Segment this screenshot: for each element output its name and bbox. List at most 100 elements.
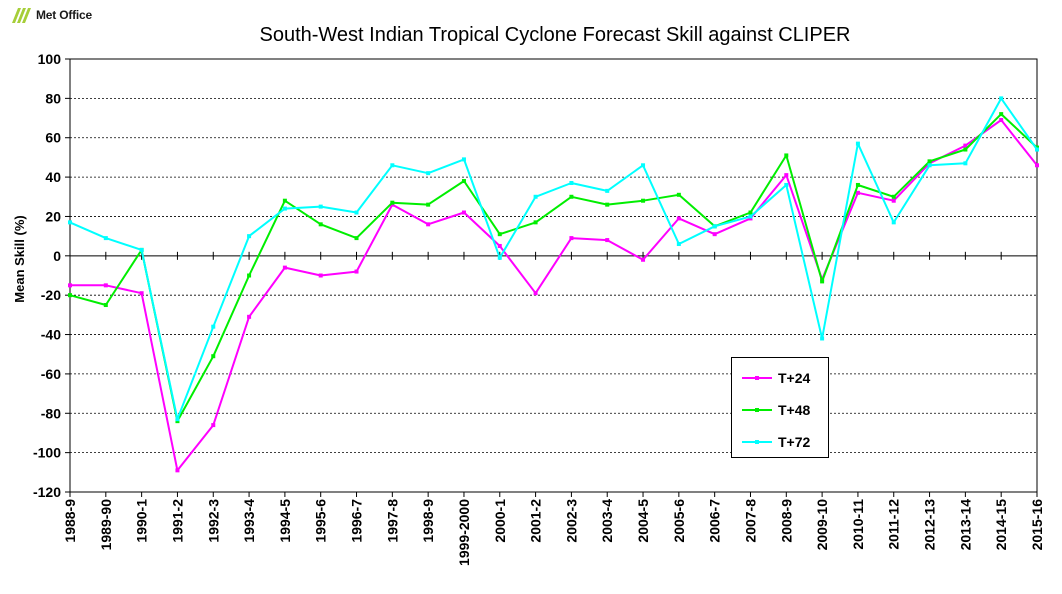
legend-swatch	[742, 437, 772, 447]
y-tick-label: -100	[33, 445, 61, 461]
data-point	[211, 423, 216, 428]
data-point	[999, 96, 1004, 101]
x-tick-label: 2014-15	[993, 499, 1009, 551]
series-T+48	[68, 112, 1039, 424]
x-tick-label: 2004-5	[635, 499, 651, 543]
x-tick-label: 1989-90	[98, 499, 114, 551]
legend: T+24 T+48 T+72	[731, 357, 829, 458]
x-tick-label: 1994-5	[277, 499, 293, 543]
series-line-T+24	[70, 119, 1038, 472]
data-point	[175, 417, 180, 422]
x-tick-label: 2006-7	[707, 499, 723, 543]
logo-text: Met Office	[36, 8, 93, 22]
data-point	[426, 222, 431, 227]
y-tick-label: -60	[41, 366, 61, 382]
y-tick-label: 100	[38, 51, 62, 67]
data-point	[1035, 163, 1039, 168]
data-point	[390, 200, 395, 205]
data-point	[855, 182, 860, 187]
data-point	[963, 147, 968, 152]
y-axis-label: Mean Skill (%)	[12, 215, 27, 302]
data-point	[712, 232, 717, 237]
data-point	[533, 194, 538, 199]
data-point	[963, 143, 968, 148]
data-point	[569, 194, 574, 199]
data-point	[211, 324, 216, 329]
data-point	[282, 198, 287, 203]
data-point	[354, 236, 359, 241]
data-point	[784, 182, 789, 187]
met-office-logo-icon	[12, 8, 31, 23]
data-point	[641, 198, 646, 203]
data-point	[1035, 147, 1039, 152]
x-tick-label: 1993-4	[241, 499, 257, 543]
data-point	[927, 163, 932, 168]
data-point	[103, 303, 108, 308]
data-point	[497, 255, 502, 260]
data-point	[68, 220, 72, 225]
axes	[65, 58, 1038, 497]
data-point	[461, 179, 466, 184]
series-lines	[68, 96, 1039, 473]
data-point	[68, 283, 72, 288]
met-office-logo: Met Office	[10, 6, 92, 24]
data-point	[676, 242, 681, 247]
data-point	[318, 273, 323, 278]
x-tick-label: 1991-2	[169, 499, 185, 543]
data-point	[676, 192, 681, 197]
data-point	[426, 202, 431, 207]
y-tick-labels: 100 80 60 40 20 0 -20 -40 -60 -80 -100 -120	[33, 51, 61, 500]
data-point	[247, 273, 252, 278]
data-point	[676, 216, 681, 221]
data-point	[533, 220, 538, 225]
data-point	[605, 202, 610, 207]
legend-item: T+48	[742, 402, 810, 418]
data-point	[927, 159, 932, 164]
y-tick-label: -40	[41, 327, 61, 343]
y-tick-label: 80	[45, 90, 61, 106]
data-point	[891, 220, 896, 225]
x-tick-label: 1996-7	[349, 499, 365, 543]
x-tick-label: 2015-16	[1029, 499, 1045, 551]
data-point	[497, 243, 502, 248]
legend-item: T+24	[742, 370, 810, 386]
data-point	[891, 194, 896, 199]
x-tick-label: 1992-3	[205, 499, 221, 543]
plot-frame	[69, 58, 1038, 493]
data-point	[318, 204, 323, 209]
legend-swatch	[742, 373, 772, 383]
data-point	[605, 238, 610, 243]
x-tick-label: 2009-10	[814, 499, 830, 551]
data-point	[211, 354, 216, 359]
data-point	[426, 171, 431, 176]
x-tick-label: 2001-2	[528, 499, 544, 543]
data-point	[461, 210, 466, 215]
data-point	[318, 222, 323, 227]
y-tick-label: 60	[45, 130, 61, 146]
data-point	[247, 234, 252, 239]
x-tick-label: 2011-12	[886, 499, 902, 550]
legend-label: T+48	[778, 402, 811, 418]
data-point	[103, 283, 108, 288]
data-point	[784, 153, 789, 158]
y-tick-label: 0	[53, 248, 61, 264]
x-tick-label: 2002-3	[563, 499, 579, 543]
data-point	[282, 206, 287, 211]
x-tick-label: 1997-8	[384, 499, 400, 543]
data-point	[282, 265, 287, 270]
y-tick-label: 40	[45, 169, 61, 185]
data-point	[855, 190, 860, 195]
x-tick-label: 1999-2000	[456, 499, 472, 566]
data-point	[569, 236, 574, 241]
legend-swatch	[742, 405, 772, 415]
x-tick-label: 2000-1	[492, 499, 508, 543]
x-tick-label: 2012-13	[922, 499, 938, 551]
chart-title: South-West Indian Tropical Cyclone Forec…	[259, 24, 851, 46]
data-point	[247, 314, 252, 319]
data-point	[820, 336, 825, 341]
data-point	[855, 141, 860, 146]
data-point	[533, 291, 538, 296]
y-tick-label: 20	[45, 208, 61, 224]
x-tick-label: 2013-14	[957, 499, 973, 551]
